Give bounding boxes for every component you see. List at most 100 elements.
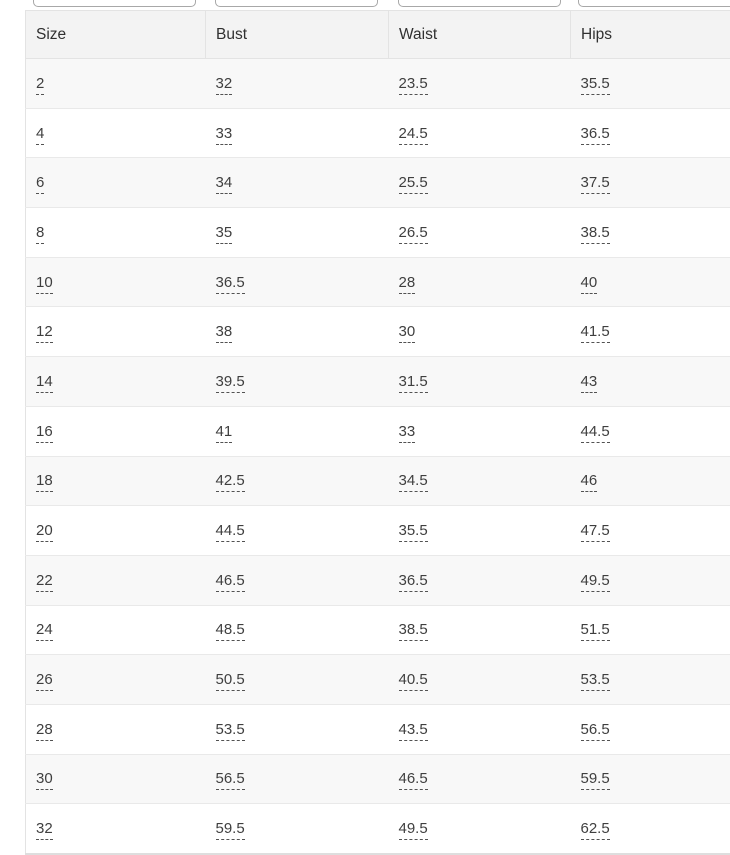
size-editable-value[interactable]: 10 <box>36 274 53 294</box>
table-cell-waist: 28 <box>389 257 571 307</box>
table-cell-hips: 59.5 <box>571 754 730 804</box>
size-editable-value[interactable]: 22 <box>36 572 53 592</box>
table-cell-size: 10 <box>26 257 206 307</box>
hips-editable-value[interactable]: 53.5 <box>581 671 610 691</box>
table-cell-size: 12 <box>26 307 206 357</box>
bust-editable-value[interactable]: 35 <box>216 224 233 244</box>
waist-editable-value[interactable]: 31.5 <box>399 373 428 393</box>
table-cell-bust: 41 <box>206 406 389 456</box>
table-row: 18 42.5 34.5 46 <box>26 456 730 506</box>
bust-editable-value[interactable]: 42.5 <box>216 472 245 492</box>
hips-editable-value[interactable]: 47.5 <box>581 522 610 542</box>
size-editable-value[interactable]: 6 <box>36 174 44 194</box>
hips-editable-value[interactable]: 62.5 <box>581 820 610 840</box>
hips-editable-value[interactable]: 51.5 <box>581 621 610 641</box>
size-editable-value[interactable]: 14 <box>36 373 53 393</box>
table-cell-hips: 36.5 <box>571 108 730 158</box>
table-cell-bust: 33 <box>206 108 389 158</box>
waist-editable-value[interactable]: 38.5 <box>399 621 428 641</box>
size-editable-value[interactable]: 2 <box>36 75 44 95</box>
table-cell-waist: 38.5 <box>389 605 571 655</box>
bust-editable-value[interactable]: 56.5 <box>216 770 245 790</box>
waist-editable-value[interactable]: 36.5 <box>399 572 428 592</box>
waist-editable-value[interactable]: 28 <box>399 274 416 294</box>
table-cell-bust: 42.5 <box>206 456 389 506</box>
table-row: 22 46.5 36.5 49.5 <box>26 555 730 605</box>
bust-editable-value[interactable]: 36.5 <box>216 274 245 294</box>
bust-editable-value[interactable]: 34 <box>216 174 233 194</box>
bust-editable-value[interactable]: 41 <box>216 423 233 443</box>
table-cell-size: 8 <box>26 208 206 258</box>
bust-editable-value[interactable]: 32 <box>216 75 233 95</box>
hips-editable-value[interactable]: 37.5 <box>581 174 610 194</box>
waist-editable-value[interactable]: 26.5 <box>399 224 428 244</box>
waist-editable-value[interactable]: 24.5 <box>399 125 428 145</box>
bust-editable-value[interactable]: 39.5 <box>216 373 245 393</box>
waist-editable-value[interactable]: 49.5 <box>399 820 428 840</box>
waist-editable-value[interactable]: 23.5 <box>399 75 428 95</box>
size-editable-value[interactable]: 32 <box>36 820 53 840</box>
size-editable-value[interactable]: 20 <box>36 522 53 542</box>
waist-editable-value[interactable]: 30 <box>399 323 416 343</box>
hips-editable-value[interactable]: 56.5 <box>581 721 610 741</box>
size-filter-input[interactable] <box>33 0 196 7</box>
column-header-bust: Bust <box>206 11 389 59</box>
size-editable-value[interactable]: 4 <box>36 125 44 145</box>
hips-filter-input[interactable] <box>578 0 730 7</box>
bust-editable-value[interactable]: 46.5 <box>216 572 245 592</box>
bust-editable-value[interactable]: 59.5 <box>216 820 245 840</box>
table-row: 24 48.5 38.5 51.5 <box>26 605 730 655</box>
waist-editable-value[interactable]: 35.5 <box>399 522 428 542</box>
hips-editable-value[interactable]: 59.5 <box>581 770 610 790</box>
hips-editable-value[interactable]: 49.5 <box>581 572 610 592</box>
table-row: 6 34 25.5 37.5 <box>26 158 730 208</box>
hips-editable-value[interactable]: 38.5 <box>581 224 610 244</box>
size-editable-value[interactable]: 18 <box>36 472 53 492</box>
waist-editable-value[interactable]: 25.5 <box>399 174 428 194</box>
hips-editable-value[interactable]: 40 <box>581 274 598 294</box>
hips-editable-value[interactable]: 43 <box>581 373 598 393</box>
size-editable-value[interactable]: 16 <box>36 423 53 443</box>
bust-editable-value[interactable]: 48.5 <box>216 621 245 641</box>
table-cell-bust: 46.5 <box>206 555 389 605</box>
table-cell-waist: 31.5 <box>389 357 571 407</box>
table-cell-hips: 37.5 <box>571 158 730 208</box>
hips-editable-value[interactable]: 46 <box>581 472 598 492</box>
table-row: 14 39.5 31.5 43 <box>26 357 730 407</box>
size-editable-value[interactable]: 26 <box>36 671 53 691</box>
bust-editable-value[interactable]: 53.5 <box>216 721 245 741</box>
waist-editable-value[interactable]: 33 <box>399 423 416 443</box>
header-row: Size Bust Waist Hips <box>26 11 730 59</box>
size-editable-value[interactable]: 8 <box>36 224 44 244</box>
table-cell-waist: 26.5 <box>389 208 571 258</box>
table-row: 2 32 23.5 35.5 <box>26 59 730 109</box>
table-cell-size: 6 <box>26 158 206 208</box>
waist-editable-value[interactable]: 34.5 <box>399 472 428 492</box>
bust-editable-value[interactable]: 44.5 <box>216 522 245 542</box>
size-editable-value[interactable]: 28 <box>36 721 53 741</box>
hips-editable-value[interactable]: 35.5 <box>581 75 610 95</box>
hips-editable-value[interactable]: 36.5 <box>581 125 610 145</box>
table-cell-size: 26 <box>26 655 206 705</box>
waist-editable-value[interactable]: 40.5 <box>399 671 428 691</box>
size-chart-body: 2 32 23.5 35.5 4 33 24.5 36.5 6 34 25.5 37.5 8 35 26.5… <box>26 59 730 855</box>
table-cell-size: 20 <box>26 506 206 556</box>
hips-editable-value[interactable]: 41.5 <box>581 323 610 343</box>
size-editable-value[interactable]: 12 <box>36 323 53 343</box>
bust-editable-value[interactable]: 50.5 <box>216 671 245 691</box>
size-editable-value[interactable]: 24 <box>36 621 53 641</box>
table-cell-waist: 40.5 <box>389 655 571 705</box>
bust-editable-value[interactable]: 33 <box>216 125 233 145</box>
bust-filter-input[interactable] <box>215 0 378 7</box>
table-cell-waist: 49.5 <box>389 804 571 854</box>
table-cell-bust: 32 <box>206 59 389 109</box>
table-row: 12 38 30 41.5 <box>26 307 730 357</box>
waist-editable-value[interactable]: 46.5 <box>399 770 428 790</box>
waist-editable-value[interactable]: 43.5 <box>399 721 428 741</box>
waist-filter-input[interactable] <box>398 0 561 7</box>
size-editable-value[interactable]: 30 <box>36 770 53 790</box>
bust-editable-value[interactable]: 38 <box>216 323 233 343</box>
table-cell-hips: 53.5 <box>571 655 730 705</box>
hips-editable-value[interactable]: 44.5 <box>581 423 610 443</box>
table-cell-size: 32 <box>26 804 206 854</box>
